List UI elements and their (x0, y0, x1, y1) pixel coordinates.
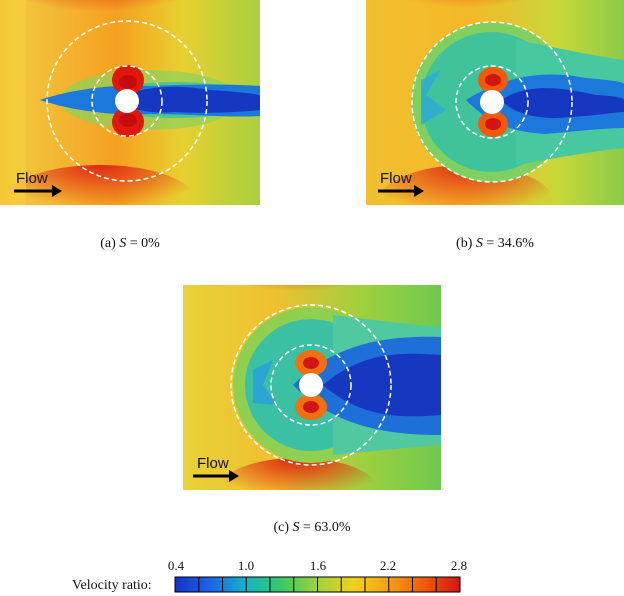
flow-label-a: Flow (16, 170, 48, 187)
contour-panel-a: Flow (0, 0, 260, 205)
velocity-contour-b (366, 0, 624, 205)
flow-label-c: Flow (197, 455, 229, 472)
colorbar-tick-1: 1.0 (237, 558, 255, 573)
contour-panel-b: Flow (366, 0, 624, 205)
colorbar-label: Velocity ratio: (72, 578, 152, 593)
velocity-contour-a (0, 0, 260, 205)
colorbar-tick-4: 2.8 (450, 558, 468, 573)
colorbar (174, 576, 461, 593)
caption-a: (a) S = 0% (100, 236, 160, 251)
caption-c: (c) S = 63.0% (273, 520, 351, 535)
colorbar-tick-2: 1.6 (309, 558, 327, 573)
colorbar-tick-0: 0.4 (167, 558, 185, 573)
contour-panel-c: Flow (183, 285, 441, 490)
flow-label-b: Flow (380, 170, 412, 187)
velocity-contour-c (183, 285, 441, 490)
caption-b: (b) S = 34.6% (456, 236, 534, 251)
colorbar-tick-3: 2.2 (379, 558, 397, 573)
